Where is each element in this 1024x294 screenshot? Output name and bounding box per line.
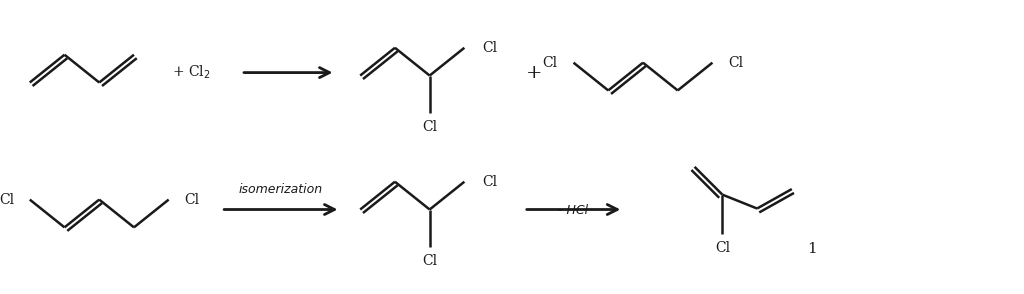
Text: Cl: Cl bbox=[482, 41, 498, 55]
Text: Cl: Cl bbox=[422, 254, 437, 268]
Text: Cl: Cl bbox=[728, 56, 743, 70]
Text: - HCl: - HCl bbox=[558, 204, 589, 218]
Text: Cl: Cl bbox=[422, 120, 437, 134]
Text: + Cl$_2$: + Cl$_2$ bbox=[172, 64, 211, 81]
Text: isomerization: isomerization bbox=[239, 183, 323, 196]
Text: Cl: Cl bbox=[184, 193, 200, 207]
Text: Cl: Cl bbox=[482, 175, 498, 189]
Text: Cl: Cl bbox=[0, 193, 14, 207]
Text: +: + bbox=[525, 64, 542, 81]
Text: Cl: Cl bbox=[543, 56, 558, 70]
Text: Cl: Cl bbox=[715, 241, 730, 255]
Text: 1: 1 bbox=[807, 242, 816, 255]
